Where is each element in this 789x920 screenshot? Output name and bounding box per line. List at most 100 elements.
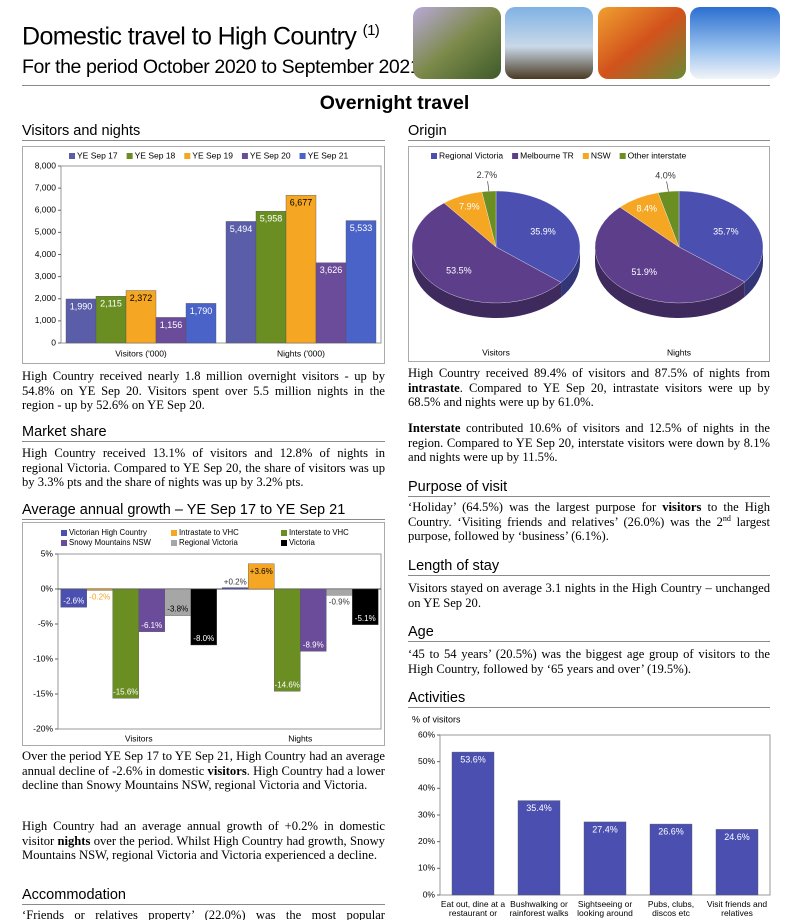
legend-label: YE Sep 18 (135, 150, 176, 160)
paragraph: High Country had an average annual growt… (22, 819, 385, 863)
bar (274, 588, 301, 692)
value-label: 51.9% (631, 267, 657, 277)
value-label: -5.1% (355, 614, 376, 623)
section-heading: Origin (408, 122, 770, 141)
legend-swatch (171, 530, 177, 536)
pie-slice (495, 190, 581, 283)
pie-slice (411, 202, 562, 304)
x-tick-label: Sightseeing or looking around (577, 899, 633, 918)
bar (190, 588, 217, 646)
x-tick-label: Visitors ('000) (115, 348, 167, 358)
text-bold: visitors (207, 763, 247, 778)
y-tick-label: 40% (418, 783, 435, 793)
y-tick-label: 1,000 (35, 315, 57, 325)
value-label: 8.4% (636, 203, 657, 213)
legend-swatch (126, 153, 133, 159)
section-heading: Market share (22, 423, 385, 442)
bar (138, 588, 165, 632)
paragraph: Interstate contributed 10.6% of visitors… (408, 421, 770, 465)
pie-slice-side (595, 247, 745, 318)
legend-swatch (171, 540, 177, 546)
y-tick-label: 8,000 (35, 160, 57, 170)
pie-slice (481, 190, 497, 248)
legend-swatch (582, 153, 589, 159)
activities-chart: 0% 10% 20% 30% 40% 50% 60% % of visitors 53.6% 35… (412, 714, 771, 899)
section-heading: Accommodation (22, 886, 385, 905)
x-tick-label: Eat out, dine at a restaurant or (440, 899, 506, 918)
y-tick-label: -5% (38, 618, 54, 628)
legend-swatch (299, 153, 306, 159)
text-bold: Interstate (408, 421, 461, 435)
y-tick-label: 60% (418, 729, 435, 739)
y-tick-label: 10% (418, 863, 435, 873)
value-label: 2,372 (130, 293, 153, 303)
legend-label: Melbourne TR (520, 150, 574, 160)
pie-slice-side (561, 247, 580, 298)
text: Over the period YE Sep 17 to YE Sep 21, … (22, 749, 385, 778)
title: Domestic travel to High Country (1) (22, 22, 380, 51)
legend-label: Other interstate (628, 150, 687, 160)
bar (300, 588, 327, 652)
bar (715, 829, 759, 896)
y-tick-label: 30% (418, 809, 435, 819)
x-tick-label: Pubs, clubs, discos etc (647, 899, 695, 918)
photo (505, 7, 593, 79)
paragraph: High Country received nearly 1.8 million… (22, 369, 385, 413)
bar (285, 195, 317, 344)
y-tick-label: -10% (33, 653, 53, 663)
legend-label: YE Sep 17 (77, 150, 118, 160)
y-axis-label: % of visitors (412, 714, 461, 724)
bar (517, 800, 561, 896)
text: contributed 10.6% of visitors and 12.5% … (408, 421, 770, 465)
text: over the period. Whilst High Country had… (22, 833, 385, 863)
section-heading: Visitors and nights (22, 122, 385, 141)
leader-line (666, 181, 669, 192)
text: ‘Friends or relatives property’ (22.0%) … (22, 908, 385, 920)
bar (315, 262, 347, 344)
value-label: -0.9% (329, 597, 350, 606)
text: to the High Country. ‘Visiting friends a… (408, 500, 770, 529)
bar (222, 587, 249, 590)
bar (164, 588, 191, 616)
text: . Compared to YE Sep 20, intrastate visi… (408, 380, 770, 410)
y-tick-label: 3,000 (35, 271, 57, 281)
section-heading: Age (408, 623, 770, 642)
bar (155, 317, 187, 344)
y-tick-label: 6,000 (35, 205, 57, 215)
paragraph: High Country received 13.1% of visitors … (22, 446, 385, 490)
value-label: -14.6% (275, 680, 300, 689)
value-label: 1,790 (190, 306, 213, 316)
section-title: Overnight travel (319, 92, 470, 114)
visitors-nights-chart: 0 1,000 2,000 3,000 4,000 5,000 6,000 7,000 8,00… (22, 146, 385, 364)
paragraph: ‘Friends or relatives property’ (22.0%) … (22, 908, 385, 920)
bar (112, 588, 139, 699)
value-label: 53.6% (460, 754, 486, 764)
paragraph: ‘45 to 54 years’ (20.5%) was the biggest… (408, 647, 770, 676)
value-label: -8.0% (193, 634, 214, 643)
legend-swatch (281, 530, 287, 536)
legend-swatch (61, 540, 67, 546)
photo-strip (413, 7, 780, 79)
legend-label: YE Sep 20 (250, 150, 291, 160)
y-tick-label: 50% (418, 756, 435, 766)
text: High Country received 13.1% of visitors … (22, 446, 385, 490)
header-rule (22, 85, 770, 86)
bar (225, 221, 257, 344)
section-heading: Purpose of visit (408, 478, 770, 497)
value-label: -0.2% (89, 593, 110, 602)
leader-line (487, 181, 490, 192)
value-label: 7.9% (459, 201, 480, 211)
text: largest purpose, followed by ‘business’ … (408, 514, 770, 544)
value-label: 35.9% (530, 226, 556, 236)
value-label: -2.6% (63, 596, 84, 605)
paragraph: High Country received 89.4% of visitors … (408, 366, 770, 410)
text: ‘45 to 54 years’ (20.5%) was the biggest… (408, 647, 770, 676)
bar (649, 823, 693, 896)
value-label: -3.8% (167, 605, 188, 614)
y-tick-label: 20% (418, 836, 435, 846)
text: Visitors stayed on average 3.1 nights in… (408, 581, 770, 610)
growth-chart: 5% 0% -5% -10% -15% -20% Victorian High Countr… (22, 522, 385, 746)
photo (598, 7, 686, 79)
bar (345, 220, 377, 344)
pie-name: Visitors (482, 347, 510, 357)
